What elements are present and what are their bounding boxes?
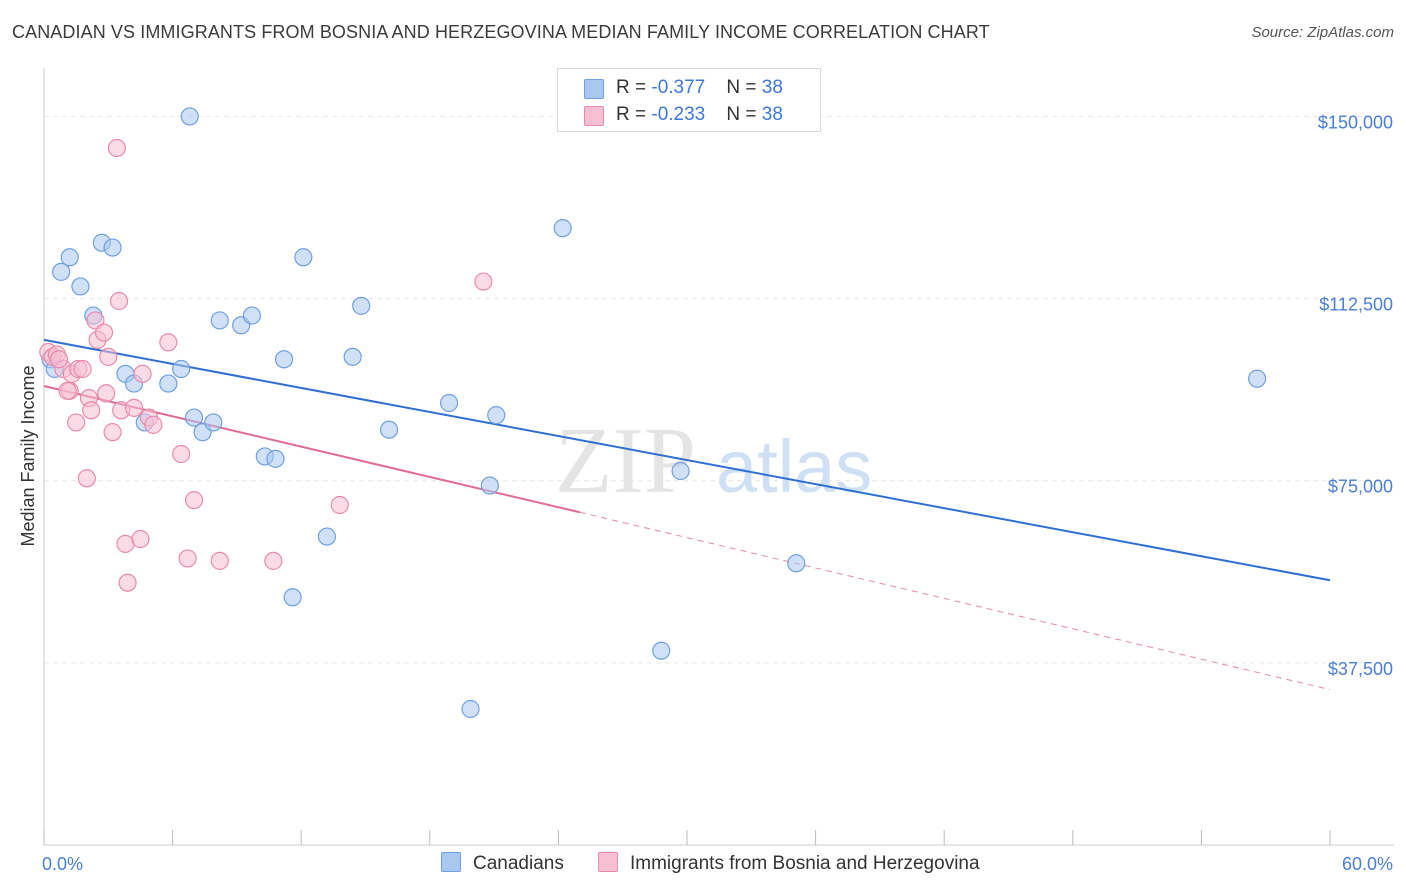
watermark-atlas: atlas — [716, 425, 872, 508]
point-bosnia — [82, 401, 101, 420]
point-canadians — [204, 413, 223, 432]
point-bosnia — [124, 398, 144, 417]
point-canadians — [439, 393, 459, 413]
point-canadians — [71, 277, 90, 296]
y-axis-label: Median Family Income — [18, 365, 38, 546]
point-canadians — [787, 554, 806, 573]
point-canadians — [317, 527, 337, 546]
legend-r-value: -0.377 — [651, 77, 706, 98]
point-bosnia — [77, 469, 96, 488]
point-canadians — [266, 449, 285, 468]
point-canadians — [283, 588, 302, 607]
legend-swatch-canadians — [584, 79, 604, 99]
point-canadians — [480, 476, 499, 495]
data-points — [39, 107, 1267, 719]
point-bosnia — [94, 323, 114, 342]
point-bosnia — [116, 534, 135, 553]
point-bosnia — [330, 495, 349, 515]
point-canadians — [487, 406, 506, 425]
point-bosnia — [184, 491, 204, 510]
point-canadians — [210, 311, 229, 330]
point-bosnia — [264, 551, 283, 570]
point-bosnia — [144, 415, 163, 434]
point-canadians — [343, 347, 362, 366]
y-tick-label: $150,000 — [1318, 112, 1393, 132]
watermark: ZIP atlas — [555, 409, 872, 513]
grid-lines — [44, 115, 1394, 664]
point-bosnia — [118, 573, 137, 592]
point-canadians — [294, 248, 313, 267]
point-canadians — [553, 219, 572, 238]
trend-line-0 — [43, 338, 1331, 582]
legend-swatch-bosnia — [584, 106, 604, 126]
point-bosnia — [210, 551, 229, 570]
point-canadians — [671, 461, 690, 481]
point-canadians — [379, 420, 399, 439]
point-canadians — [652, 641, 671, 660]
point-bosnia — [99, 347, 118, 366]
point-bosnia — [107, 138, 126, 158]
trend-lines — [43, 338, 1331, 691]
source-credit: Source: ZipAtlas.com — [1251, 24, 1394, 41]
series-legend-canadians[interactable]: Canadians — [441, 852, 564, 875]
point-canadians — [52, 262, 71, 281]
chart-title: CANADIAN VS IMMIGRANTS FROM BOSNIA AND H… — [12, 22, 990, 42]
point-bosnia — [159, 333, 178, 352]
y-tick-label: $37,500 — [1328, 659, 1393, 679]
y-tick-label: $112,500 — [1319, 295, 1393, 315]
x-tick-label-max: 60.0% — [1342, 854, 1393, 874]
x-tick-labels: 0.0% 60.0% — [42, 854, 1393, 874]
legend-r-label: R = — [616, 104, 652, 125]
legend-swatch-bosnia — [598, 852, 618, 872]
legend-n-value: 38 — [761, 104, 783, 125]
y-tick-labels: $37,500 $75,000 $112,500 $150,000 — [1318, 112, 1393, 678]
point-canadians — [274, 350, 294, 369]
point-bosnia — [97, 384, 116, 403]
point-bosnia — [131, 529, 150, 549]
legend-r-value: -0.233 — [651, 104, 706, 125]
legend-n-label: N = — [726, 77, 762, 98]
point-canadians — [1248, 369, 1267, 388]
point-canadians — [461, 699, 480, 719]
y-tick-label: $75,000 — [1328, 477, 1393, 497]
point-canadians — [159, 374, 178, 393]
point-canadians — [180, 107, 199, 126]
legend-n-label: N = — [726, 104, 762, 125]
series-name: Immigrants from Bosnia and Herzegovina — [630, 853, 980, 874]
point-canadians — [60, 248, 79, 267]
watermark-zip: ZIP — [555, 409, 696, 513]
point-bosnia — [172, 444, 191, 464]
legend-n-value: 38 — [761, 77, 783, 98]
point-bosnia — [103, 423, 122, 442]
x-tick-label-min: 0.0% — [42, 854, 83, 874]
point-bosnia — [178, 549, 197, 568]
point-bosnia — [58, 381, 77, 400]
point-bosnia — [133, 364, 152, 383]
point-canadians — [352, 296, 371, 315]
series-legend-bosnia[interactable]: Immigrants from Bosnia and Herzegovina — [598, 852, 980, 875]
point-canadians — [103, 238, 122, 257]
point-bosnia — [109, 291, 129, 311]
series-name: Canadians — [473, 853, 564, 874]
point-bosnia — [67, 413, 86, 432]
point-canadians — [172, 359, 191, 379]
point-canadians — [184, 408, 204, 427]
axes — [43, 68, 1394, 846]
legend-swatch-canadians — [441, 852, 461, 872]
point-bosnia — [49, 350, 69, 369]
point-canadians — [242, 306, 262, 325]
stats-legend: R = -0.377 N = 38 R = -0.233 N = 38 — [557, 68, 821, 132]
point-bosnia — [73, 359, 92, 379]
point-bosnia — [474, 272, 493, 291]
legend-r-label: R = — [616, 77, 652, 98]
trend-line-extension-1 — [579, 511, 1331, 691]
